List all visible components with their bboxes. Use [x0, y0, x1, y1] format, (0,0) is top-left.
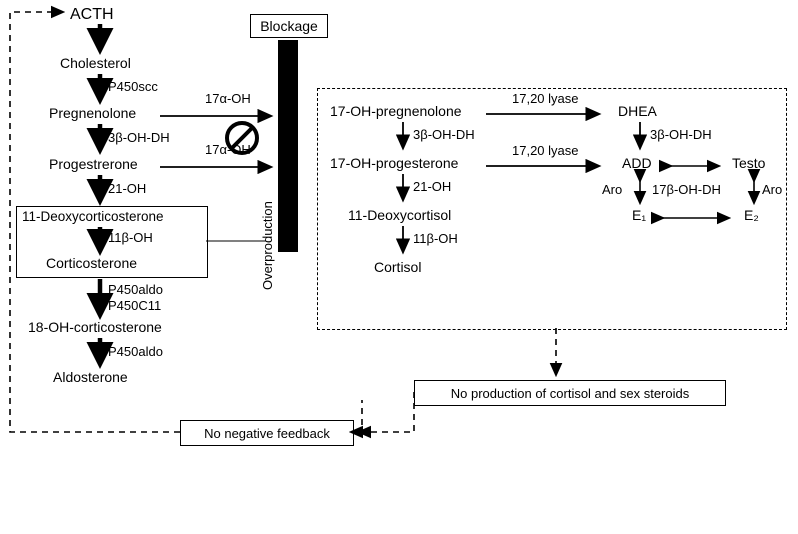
prohibit-icon — [222, 118, 262, 158]
cortisol-label: Cortisol — [374, 260, 421, 275]
21oh-r-label: 21-OH — [413, 180, 451, 194]
no-prod-box: No production of cortisol and sex steroi… — [414, 380, 726, 406]
17bohdh-label: 17β-OH-DH — [652, 183, 721, 197]
3bohdh-r1-label: 3β-OH-DH — [413, 128, 475, 142]
dashed-feedback-loop — [4, 6, 184, 436]
dashed-right-to-noprod — [546, 328, 566, 382]
arrow-add-testo — [662, 158, 726, 174]
e1-label: E₁ — [632, 208, 646, 223]
e2-label: E₂ — [744, 208, 759, 223]
lyase2-label: 17,20 lyase — [512, 144, 579, 158]
blockage-label: Blockage — [260, 18, 318, 34]
deoxycortisol-label: 11-Deoxycortisol — [348, 208, 451, 223]
no-prod-label: No production of cortisol and sex steroi… — [451, 386, 689, 401]
no-neg-label: No negative feedback — [204, 426, 330, 441]
17oh-prog-label: 17-OH-progesterone — [330, 156, 458, 171]
aro2-label: Aro — [762, 183, 782, 197]
11boh-r-label: 11β-OH — [413, 232, 458, 246]
arrow-e1-e2 — [654, 210, 736, 226]
arrow-dhea-add — [632, 122, 648, 154]
add-label: ADD — [622, 156, 652, 171]
blockage-box: Blockage — [250, 14, 328, 38]
blockage-bar — [278, 40, 298, 252]
arrow-prog17-add — [486, 158, 606, 174]
overproduction-label: Overproduction — [260, 201, 275, 290]
dashed-aldo-connector — [86, 388, 106, 434]
arrow-testo-e2 — [746, 174, 762, 208]
overprod-connector — [206, 237, 266, 245]
arrow-add-e1 — [632, 174, 648, 208]
arrow-deoxy-cortisol — [395, 226, 411, 258]
testo-label: Testo — [732, 156, 765, 171]
no-neg-box: No negative feedback — [180, 420, 354, 446]
arrow-preg17-dhea — [486, 106, 606, 122]
arrow-prog17-deoxy — [395, 174, 411, 206]
aro1-label: Aro — [602, 183, 622, 197]
lyase1-label: 17,20 lyase — [512, 92, 579, 106]
arrow-preg17-prog17 — [395, 122, 411, 154]
dhea-label: DHEA — [618, 104, 657, 119]
17aoh1-label: 17α-OH — [205, 92, 251, 106]
17oh-preg-label: 17-OH-pregnenolone — [330, 104, 462, 119]
3bohdh-r2-label: 3β-OH-DH — [650, 128, 712, 142]
